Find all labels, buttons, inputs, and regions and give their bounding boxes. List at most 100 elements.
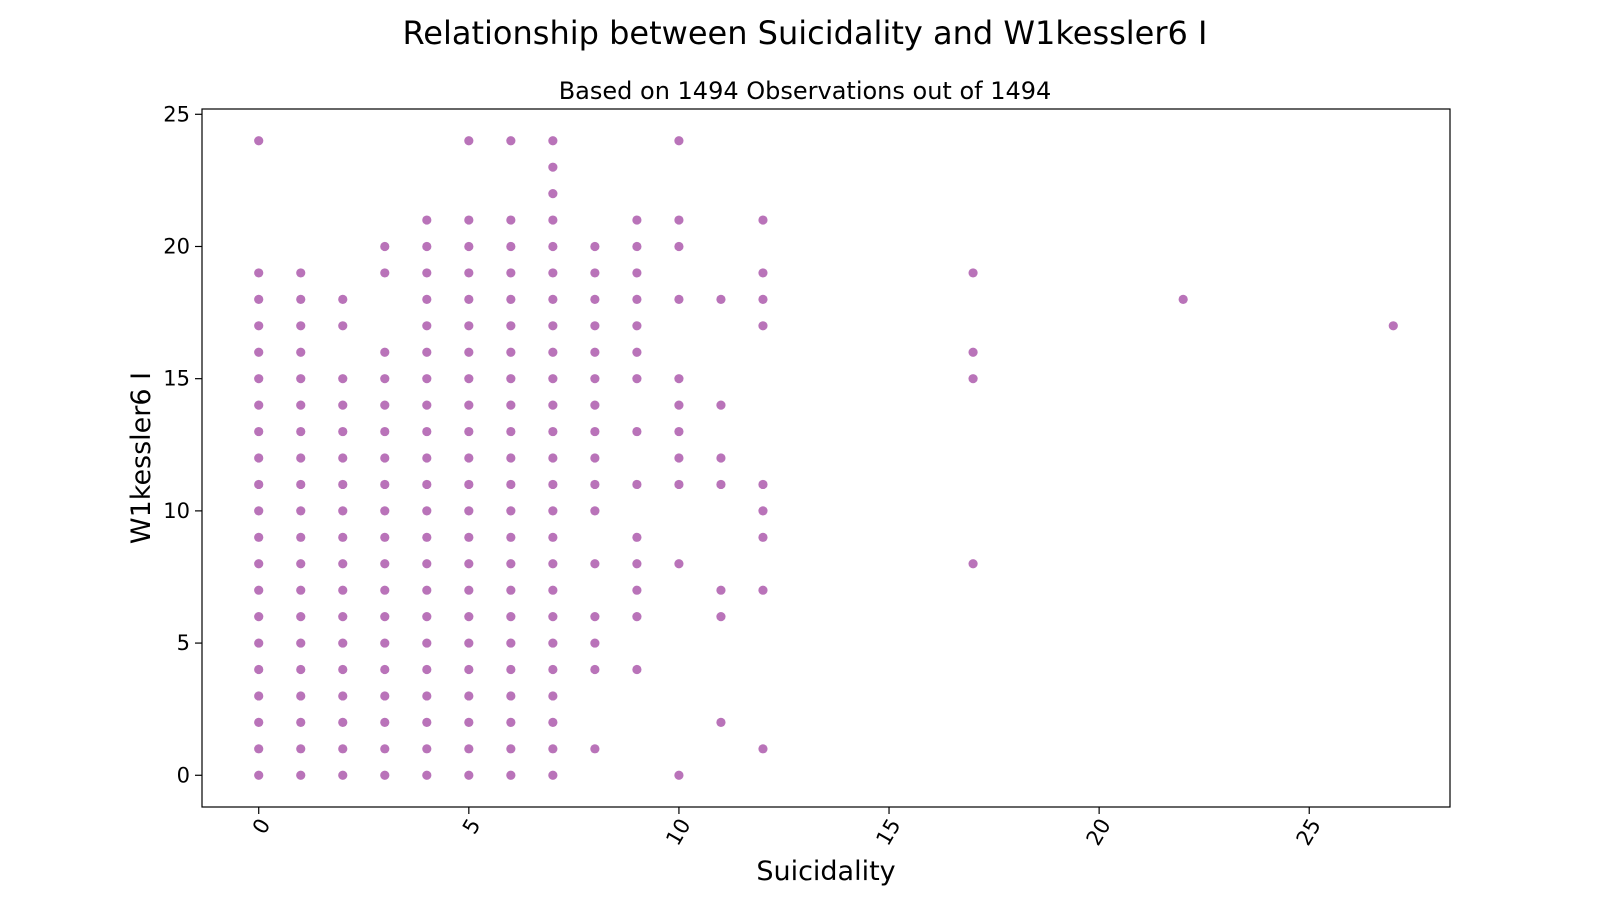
scatter-point	[254, 136, 264, 146]
scatter-point	[254, 585, 264, 595]
scatter-point	[296, 321, 306, 331]
scatter-point	[338, 532, 348, 542]
scatter-point	[254, 400, 264, 410]
scatter-point	[968, 559, 978, 569]
scatter-point	[548, 612, 558, 622]
x-tick-label: 25	[1292, 815, 1326, 850]
scatter-point	[506, 664, 516, 675]
scatter-point	[296, 770, 306, 780]
scatter-point	[464, 506, 474, 516]
x-tick-label: 10	[661, 815, 695, 850]
scatter-point	[296, 559, 306, 569]
scatter-point	[674, 453, 684, 463]
scatter-point	[674, 559, 684, 569]
scatter-point	[506, 691, 516, 701]
scatter-point	[506, 717, 516, 727]
scatter-point	[674, 294, 684, 304]
scatter-point	[590, 638, 600, 648]
scatter-point	[338, 744, 348, 754]
scatter-point	[632, 321, 642, 331]
scatter-point	[548, 770, 558, 780]
scatter-point	[422, 638, 432, 648]
scatter-point	[254, 612, 264, 622]
scatter-point	[716, 612, 726, 622]
scatter-point	[632, 612, 642, 622]
scatter-point	[590, 453, 600, 463]
scatter-point	[506, 506, 516, 516]
scatter-point	[464, 532, 474, 542]
scatter-point	[548, 479, 558, 490]
scatter-point	[422, 321, 432, 331]
scatter-point	[422, 479, 432, 490]
scatter-point	[338, 453, 348, 463]
scatter-point	[296, 374, 306, 384]
scatter-point	[254, 691, 264, 701]
scatter-point	[548, 189, 558, 199]
scatter-point	[338, 691, 348, 701]
scatter-point	[380, 770, 390, 780]
scatter-point	[254, 426, 264, 437]
scatter-point	[422, 215, 432, 225]
scatter-point	[590, 426, 600, 437]
scatter-point	[632, 268, 642, 278]
scatter-point	[254, 770, 264, 780]
scatter-point	[506, 241, 516, 252]
scatter-point	[422, 241, 432, 252]
scatter-point	[590, 374, 600, 384]
scatter-point	[758, 744, 768, 754]
scatter-point	[380, 744, 390, 754]
scatter-point	[674, 479, 684, 490]
scatter-point	[464, 426, 474, 437]
scatter-point	[548, 400, 558, 410]
scatter-point	[506, 479, 516, 490]
scatter-point	[548, 638, 558, 648]
scatter-point	[590, 294, 600, 304]
scatter-point	[422, 532, 432, 542]
scatter-point	[632, 585, 642, 595]
scatter-point	[296, 638, 306, 648]
scatter-point	[296, 585, 306, 595]
scatter-point	[548, 321, 558, 331]
scatter-point	[548, 136, 558, 146]
scatter-point	[548, 585, 558, 595]
scatter-point	[254, 268, 264, 278]
scatter-point	[506, 638, 516, 648]
scatter-point	[338, 294, 348, 304]
scatter-point	[758, 506, 768, 516]
scatter-point	[296, 479, 306, 490]
x-tick-label: 5	[458, 815, 485, 839]
scatter-point	[380, 559, 390, 569]
chart-subtitle: Based on 1494 Observations out of 1494	[559, 77, 1052, 105]
scatter-point	[296, 268, 306, 278]
scatter-point	[506, 215, 516, 225]
scatter-point	[506, 347, 516, 357]
scatter-point	[590, 612, 600, 622]
scatter-point	[548, 294, 558, 304]
y-tick-label: 20	[163, 234, 190, 258]
scatter-point	[338, 638, 348, 648]
scatter-point	[506, 400, 516, 410]
scatter-point	[464, 400, 474, 410]
scatter-point	[590, 268, 600, 278]
scatter-point	[548, 691, 558, 701]
scatter-point	[380, 691, 390, 701]
scatter-point	[296, 691, 306, 701]
scatter-point	[632, 347, 642, 357]
scatter-point	[590, 321, 600, 331]
scatter-point	[254, 717, 264, 727]
scatter-point	[464, 136, 474, 146]
scatter-point	[506, 559, 516, 569]
y-tick-label: 10	[163, 499, 190, 523]
scatter-point	[506, 770, 516, 780]
scatter-point	[422, 559, 432, 569]
scatter-point	[716, 453, 726, 463]
scatter-point	[464, 453, 474, 463]
scatter-point	[380, 638, 390, 648]
scatter-point	[254, 321, 264, 331]
x-tick-label: 15	[871, 815, 905, 850]
scatter-point	[506, 453, 516, 463]
scatter-point	[632, 374, 642, 384]
scatter-point	[296, 532, 306, 542]
scatter-point	[296, 612, 306, 622]
scatter-point	[968, 347, 978, 357]
